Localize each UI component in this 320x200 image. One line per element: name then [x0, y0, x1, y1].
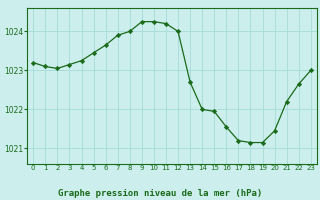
Text: Graphe pression niveau de la mer (hPa): Graphe pression niveau de la mer (hPa): [58, 189, 262, 198]
